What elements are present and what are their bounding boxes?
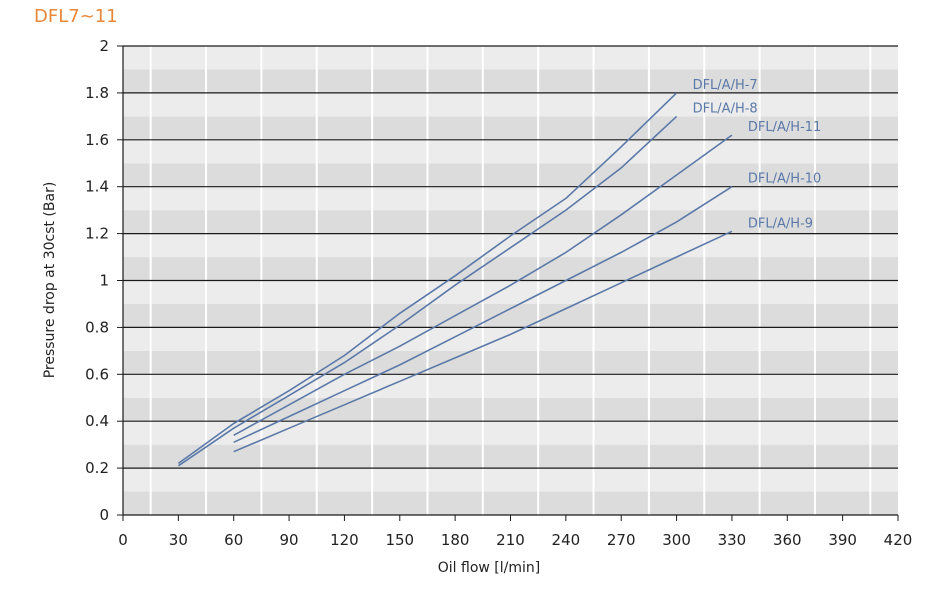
y-tick-label: 0.6 [85, 365, 109, 383]
series-group [177, 92, 733, 467]
band-light [123, 233, 898, 258]
x-tick-label: 270 [607, 531, 636, 549]
series-line [233, 186, 733, 444]
y-tick-label: 1.2 [85, 225, 109, 243]
band-dark [123, 69, 898, 93]
band-dark [123, 491, 898, 515]
band-light [123, 139, 898, 164]
x-tick-label: 360 [773, 531, 802, 549]
band-light [123, 327, 898, 351]
band-dark [123, 257, 898, 281]
series-label: DFL/A/H-7 [693, 78, 758, 93]
gridlines [123, 45, 898, 469]
y-tick-label: 1.8 [85, 84, 109, 102]
y-tick-label: 0 [99, 506, 109, 524]
x-tick-label: 420 [884, 531, 913, 549]
x-tick-label: 300 [662, 531, 691, 549]
series-label: DFL/A/H-8 [693, 101, 758, 116]
axes: 0 0.2 0.4 0.6 0.8 1 1.2 1.4 1.6 1.8 2 0 30 60 90 120 150… [85, 37, 912, 549]
x-tick-label: 120 [330, 531, 359, 549]
series-label: DFL/A/H-9 [748, 216, 813, 231]
x-tick-label: 30 [169, 531, 188, 549]
x-tick-label: 150 [385, 531, 414, 549]
band-light [123, 186, 898, 211]
plot-background-bands [123, 46, 898, 515]
band-light [123, 92, 898, 117]
y-tick-label: 0.4 [85, 412, 109, 430]
band-light [123, 46, 898, 70]
series-line [177, 92, 678, 465]
x-tick-label: 60 [224, 531, 243, 549]
series-line [233, 230, 733, 453]
band-light [123, 374, 898, 398]
x-tick-label: 180 [441, 531, 470, 549]
band-dark [123, 397, 898, 422]
series-labels: DFL/A/H-7 DFL/A/H-8 DFL/A/H-11 DFL/A/H-10 DF… [693, 78, 822, 231]
x-tick-label: 0 [118, 531, 128, 549]
chart-title: DFL7~11 [34, 6, 118, 27]
y-tick-label: 1 [99, 272, 109, 290]
band-light [123, 280, 898, 304]
y-tick-label: 1.6 [85, 131, 109, 149]
series-label: DFL/A/H-11 [748, 120, 821, 135]
series-line [177, 115, 678, 467]
band-dark [123, 303, 898, 328]
band-dark [123, 350, 898, 375]
x-tick-label: 210 [496, 531, 525, 549]
series-line [233, 134, 733, 437]
x-tick-label: 390 [828, 531, 857, 549]
y-tick-label: 1.4 [85, 178, 109, 196]
band-dark [123, 444, 898, 469]
y-tick-label: 0.2 [85, 459, 109, 477]
y-tick-label: 0.8 [85, 318, 109, 336]
x-tick-label: 330 [718, 531, 747, 549]
x-tick-label: 240 [552, 531, 581, 549]
y-axis-label: Pressure drop at 30cst (Bar) [42, 182, 58, 379]
y-tick-label: 2 [99, 37, 109, 55]
band-light [123, 468, 898, 492]
series-label: DFL/A/H-10 [748, 172, 821, 187]
x-tick-label: 90 [280, 531, 299, 549]
x-axis-label: Oil flow [l/min] [438, 560, 540, 576]
